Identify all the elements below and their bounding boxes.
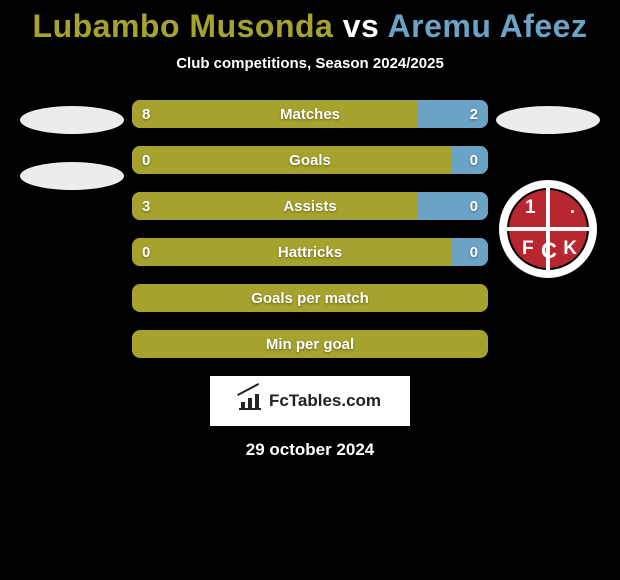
stat-label: Matches: [132, 106, 488, 123]
vs-text: vs: [343, 8, 380, 44]
badge-text-bl: F: [522, 239, 534, 258]
player-b-name: Aremu Afeez: [388, 8, 588, 44]
stat-row: 82Matches: [132, 100, 488, 128]
comparison-title: Lubambo Musonda vs Aremu Afeez: [0, 0, 620, 45]
player-a-club-placeholder: [20, 106, 124, 134]
badge-text-tl: 1: [525, 198, 536, 217]
fck-badge: 1 . F C K: [499, 180, 597, 278]
right-badge-col: 1 . F C K: [488, 100, 608, 278]
stat-label: Goals: [132, 152, 488, 169]
brand-watermark: FcTables.com: [210, 376, 410, 426]
bar-chart-icon: [239, 392, 261, 410]
subtitle: Club competitions, Season 2024/2025: [0, 55, 620, 72]
stat-row: 00Hattricks: [132, 238, 488, 266]
brand-text: FcTables.com: [269, 391, 381, 411]
content-area: 82Matches 00Goals 30Assists 00Hattricks Goal…: [0, 100, 620, 358]
player-a-flag-placeholder: [20, 162, 124, 190]
stat-label: Hattricks: [132, 244, 488, 261]
stat-label: Assists: [132, 198, 488, 215]
comparison-bars: 82Matches 00Goals 30Assists 00Hattricks Goal…: [132, 100, 488, 358]
stat-row: Min per goal: [132, 330, 488, 358]
stat-row: 30Assists: [132, 192, 488, 220]
player-b-club-placeholder: [496, 106, 600, 134]
left-badge-col: [12, 100, 132, 190]
badge-text-bm: C: [541, 240, 557, 262]
stat-row: Goals per match: [132, 284, 488, 312]
stat-label: Goals per match: [132, 290, 488, 307]
badge-text-tr: .: [570, 198, 575, 217]
stat-row: 00Goals: [132, 146, 488, 174]
snapshot-date: 29 october 2024: [0, 440, 620, 460]
stat-label: Min per goal: [132, 336, 488, 353]
badge-text-br: K: [563, 239, 577, 258]
player-a-name: Lubambo Musonda: [33, 8, 334, 44]
